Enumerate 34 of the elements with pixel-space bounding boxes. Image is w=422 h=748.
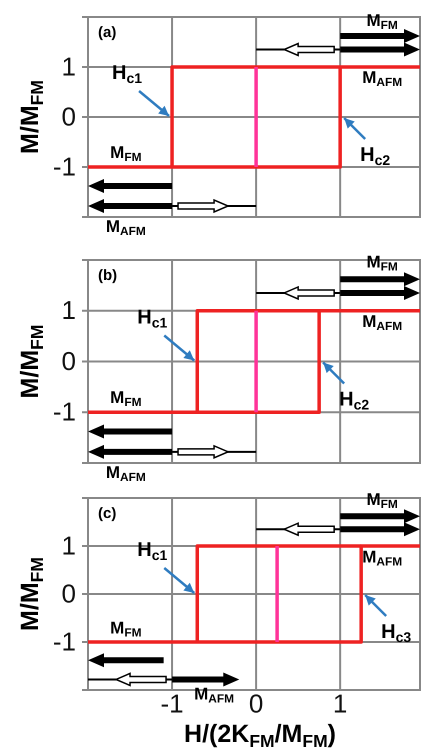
text: (a) [98,24,116,41]
text: (b) [98,267,118,284]
y-tick-label: 1 [62,51,76,82]
text: (c) [98,505,116,522]
annotation: H$_{c2}$ [339,388,370,412]
annotation: M$_{FM}$ [366,490,398,512]
annotation: M$_{FM}$ [366,252,398,274]
annotation: H$_{c1}$ [137,306,168,330]
annotation: M$_{AFM}$ [194,684,234,706]
x-tick-label: 0 [248,688,264,718]
annotation: M$_{AFM}$ [106,217,146,238]
x-tick-label: -1 [160,688,184,718]
y-tick-label: 1 [62,295,76,326]
y-tick-label: -1 [52,396,76,427]
annotation: M$_{FM}$ [110,143,142,164]
annotation: M$_{FM}$ [110,618,142,640]
text: M$_{AFM}$ [106,463,146,484]
annotation: M$_{AFM}$ [362,547,402,568]
y-tick-label: 0 [62,578,76,608]
x-tick-label: 1 [332,688,348,718]
annotation: H$_{c2}$ [360,144,390,168]
annotation: H$_{c1}$ [137,539,168,562]
annotation: H$_{c3}$ [381,621,412,644]
y-tick-label: 1 [62,530,76,560]
annotation: M$_{FM}$ [110,388,142,410]
annotation: H$_{c1}$ [112,62,142,86]
y-tick-label: -1 [52,626,76,656]
annotation: M$_{AFM}$ [362,312,402,333]
annotation: M$_{FM}$ [366,11,398,32]
y-tick-label: -1 [52,151,76,182]
y-tick-label: 0 [62,101,76,132]
annotation: M$_{AFM}$ [362,68,402,89]
y-tick-label: 0 [62,346,76,376]
x-axis-title: H/(2K$_{FM}$/M$_{FM}$) [184,720,336,748]
